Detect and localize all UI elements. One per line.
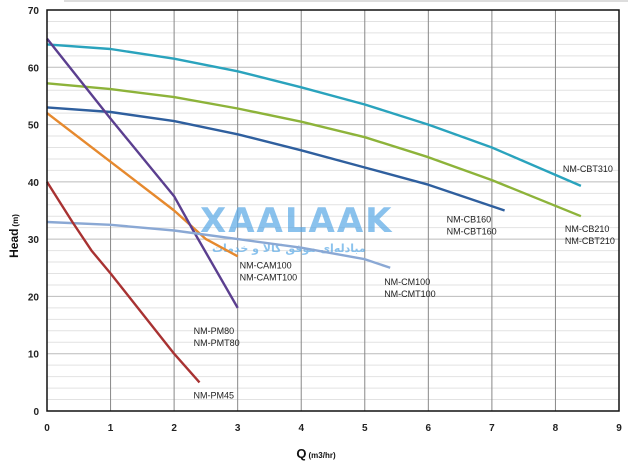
y-tick-label: 70 xyxy=(28,6,40,17)
series-label: NM-CMT100 xyxy=(384,289,436,299)
series-label: NM-CBT160 xyxy=(447,227,497,237)
watermark-brand: XAALAAK xyxy=(200,201,393,241)
series-label: NM-PM80 xyxy=(194,326,235,336)
x-tick-label: 1 xyxy=(108,423,114,434)
series-line xyxy=(46,220,391,269)
series-lines xyxy=(45,37,582,384)
series-line xyxy=(46,112,239,258)
series-label: NM-CAM100 xyxy=(240,260,292,270)
x-tick-label: 3 xyxy=(235,423,241,434)
y-tick-label: 20 xyxy=(28,292,40,303)
x-tick-label: 7 xyxy=(489,423,495,434)
ticks: 0 1 2 3 4 5 6 7 8 9 0 10 20 30 40 50 60 70 xyxy=(28,6,622,434)
series-label: NM-CB160 xyxy=(447,215,492,225)
series-label: NM-CBT310 xyxy=(563,164,613,174)
watermark-tagline: مبادله‌ای موفق کالا و خدمات xyxy=(212,242,366,255)
series-line xyxy=(45,181,201,384)
y-tick-label: 10 xyxy=(28,350,40,361)
series-label: NM-CBT210 xyxy=(565,236,615,246)
y-tick-label: 40 xyxy=(28,178,40,189)
series-label: NM-PM45 xyxy=(194,390,235,400)
x-axis-title: Q (m3/hr) xyxy=(296,446,336,461)
y-tick-label: 60 xyxy=(28,63,40,74)
series-line xyxy=(46,37,239,309)
series-label: NM-CB210 xyxy=(565,224,610,234)
x-tick-label: 2 xyxy=(171,423,177,434)
y-axis-title: Head(m) xyxy=(7,214,21,258)
series-line xyxy=(46,106,505,212)
x-tick-label: 5 xyxy=(362,423,368,434)
x-tick-label: 4 xyxy=(298,423,304,434)
series-line xyxy=(46,43,582,188)
watermark: XAALAAK مبادله‌ای موفق کالا و خدمات xyxy=(200,201,393,255)
y-tick-label: 50 xyxy=(28,121,40,132)
x-tick-label: 9 xyxy=(616,423,622,434)
x-tick-label: 6 xyxy=(426,423,432,434)
series-label: NM-CM100 xyxy=(384,277,430,287)
plot-frame xyxy=(46,9,620,412)
series-label: NM-CAMT100 xyxy=(240,272,298,282)
x-tick-label: 0 xyxy=(44,423,50,434)
y-tick-label: 0 xyxy=(33,407,39,418)
series-label: NM-PMT80 xyxy=(194,338,240,348)
series-line xyxy=(46,82,582,218)
y-tick-label: 30 xyxy=(28,235,40,246)
x-tick-label: 8 xyxy=(553,423,559,434)
series-labels: NM-CBT310 NM-CB210 NM-CBT210 NM-CB160 NM-CBT… xyxy=(194,164,615,400)
